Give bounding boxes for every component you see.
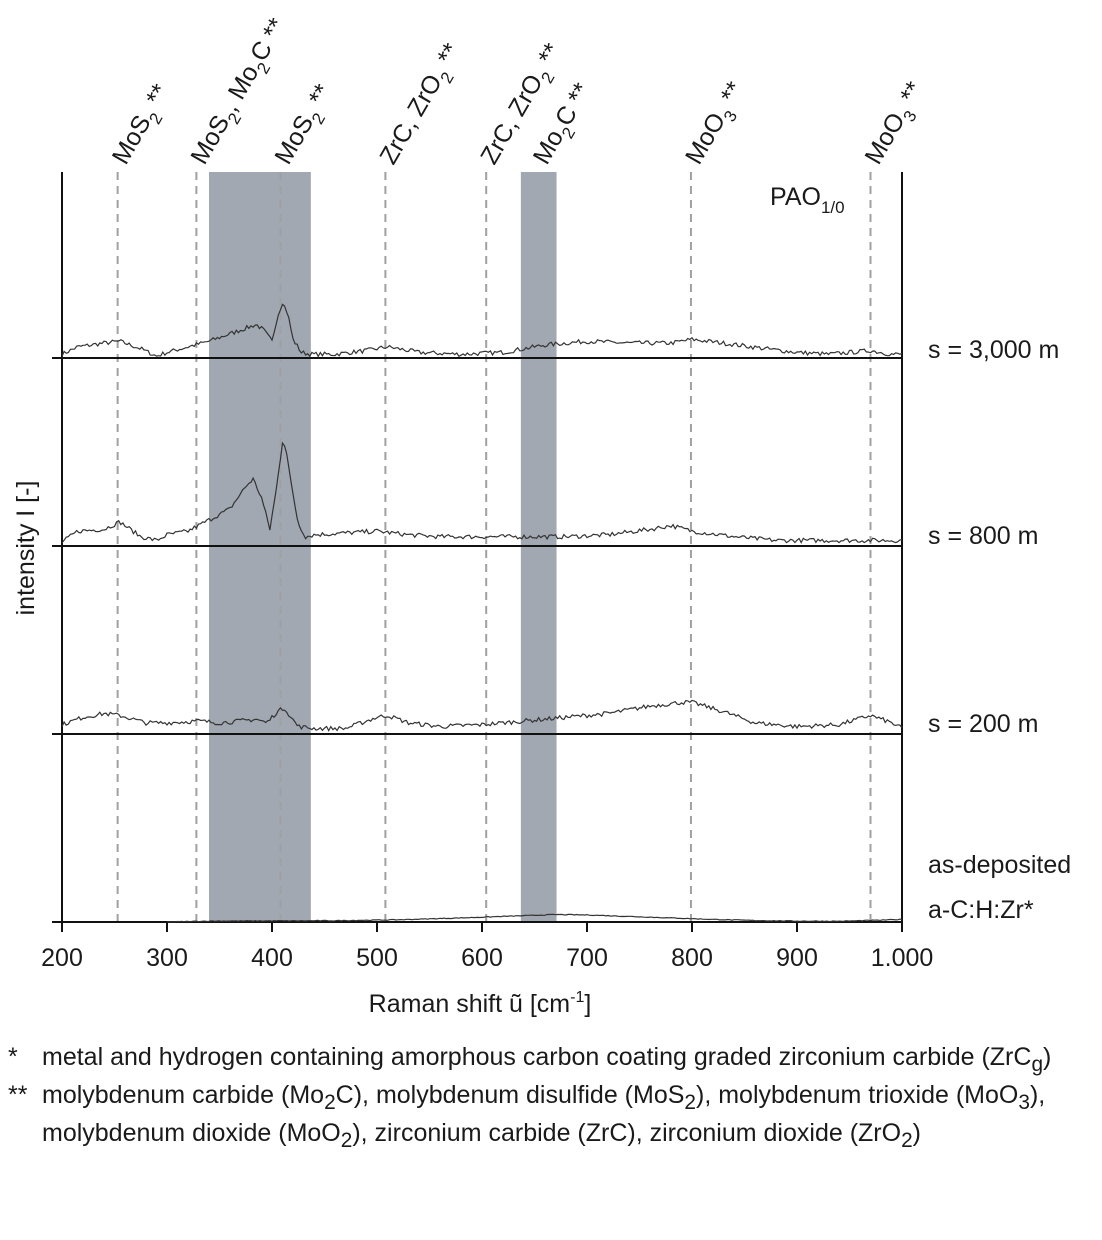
reference-label-text: ** [529, 38, 567, 75]
reference-label-text: ** [428, 38, 466, 75]
x-tick-label: 700 [566, 944, 608, 972]
x-tick-label: 900 [776, 944, 818, 972]
reference-label: MoO3 ** [859, 77, 934, 172]
spectrum-traces [61, 303, 903, 923]
reference-label-text: ** [300, 79, 338, 116]
reference-label-text: C ** [550, 78, 597, 131]
x-tick-label: 500 [356, 944, 398, 972]
footnote-single-star: * metal and hydrogen containing amorphou… [8, 1042, 1098, 1080]
series-label: s = 3,000 m [928, 336, 1059, 364]
footnote-mark: ** [8, 1081, 28, 1109]
reference-label-text: ZrC, ZrO [374, 70, 448, 169]
x-axis-title: Raman shift ũ [cm-1] [369, 989, 592, 1018]
x-tick-label: 400 [251, 944, 293, 972]
reference-label: MoO3 ** [680, 77, 755, 172]
reference-label-text: C ** [245, 13, 292, 66]
reference-label: ZrC, ZrO2 ** [374, 38, 471, 172]
footnotes: * metal and hydrogen containing amorphou… [8, 1042, 1098, 1156]
series-label: a-C:H:Zr* [928, 896, 1034, 924]
footnote-double-star: ** molybdenum carbide (Mo2C), molybdenum… [8, 1080, 1098, 1156]
y-axis-title: intensity I [-] [12, 481, 40, 616]
x-tick-label: 600 [461, 944, 503, 972]
x-tick-label: 200 [41, 944, 83, 972]
spectrum-trace [61, 699, 903, 732]
series-label: s = 200 m [928, 710, 1038, 738]
x-tick-label: 800 [671, 944, 713, 972]
series-labels: s = 3,000 m s = 800 m s = 200 m as-deposite… [928, 336, 1071, 924]
x-axis: 200 300 400 500 600 700 800 900 1.000 [41, 922, 933, 972]
raman-chart: MoS2 **MoS2, Mo2C **MoS2 ** ZrC, ZrO2 **Z… [12, 13, 1071, 1018]
series-label: as-deposited [928, 851, 1071, 879]
condition-label: PAO1/0 [770, 183, 845, 217]
reference-label: MoS2 ** [107, 79, 180, 172]
reference-label-text: ** [712, 77, 750, 114]
reference-label-text: ** [137, 79, 175, 116]
spectrum-trace [166, 913, 903, 923]
footnote-text: metal and hydrogen containing amorphous … [42, 1043, 1052, 1076]
spectrum-trace [61, 303, 903, 358]
reference-label-text: ** [891, 77, 929, 114]
footnote-text: molybdenum carbide (Mo2C), molybdenum di… [42, 1081, 1046, 1152]
spectrum-trace [61, 441, 903, 544]
plot-frame [52, 172, 903, 923]
x-tick-label: 300 [146, 944, 188, 972]
reference-label: MoS2 ** [269, 79, 342, 172]
footnote-mark: * [8, 1043, 18, 1071]
reference-labels: MoS2 **MoS2, Mo2C **MoS2 ** ZrC, ZrO2 **Z… [107, 13, 934, 172]
series-label: s = 800 m [928, 522, 1038, 550]
x-tick-label: 1.000 [871, 944, 934, 972]
